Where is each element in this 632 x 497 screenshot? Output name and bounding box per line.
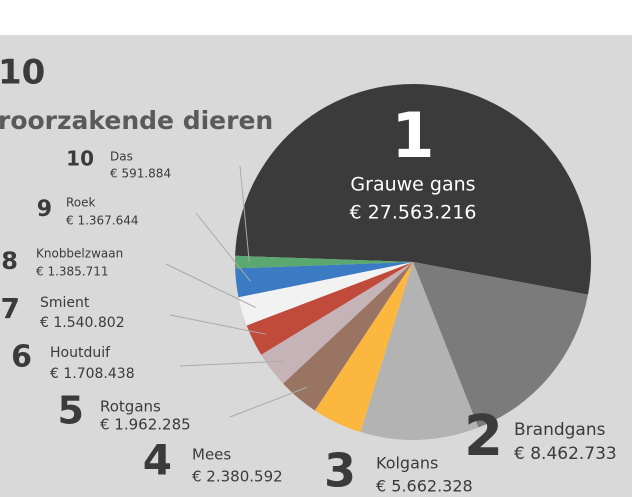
leader-line — [229, 386, 308, 418]
category-name: Kolgans — [376, 454, 438, 473]
rank-number: 4 — [143, 436, 172, 485]
category-name: Rotgans — [100, 398, 161, 416]
rank-number: 2 — [464, 404, 503, 469]
value-label: € 27.563.216 — [350, 202, 477, 224]
leader-line — [179, 360, 283, 367]
pie-slice — [235, 262, 413, 298]
value-label: € 1.708.438 — [50, 366, 135, 382]
value-label: € 2.380.592 — [192, 468, 283, 486]
value-label: € 1.540.802 — [40, 315, 125, 331]
value-label: € 1.962.285 — [100, 416, 191, 434]
pie-slice — [246, 262, 413, 355]
leader-line — [165, 263, 256, 308]
category-name: Mees — [192, 446, 231, 464]
rank-number: 7 — [1, 292, 20, 325]
rank-number: 3 — [324, 444, 356, 497]
rank-number: 9 — [37, 197, 52, 222]
pie-slice — [235, 84, 592, 295]
value-label: € 1.385.711 — [36, 265, 109, 279]
rank-number: 5 — [58, 389, 84, 433]
pie-slice — [261, 262, 413, 384]
pie-slice — [238, 262, 413, 326]
rank-number: 6 — [11, 340, 32, 375]
category-name: Das — [110, 150, 133, 164]
value-label: € 5.662.328 — [376, 477, 473, 496]
pie-slice — [314, 262, 413, 433]
category-name: Brandgans — [514, 420, 606, 440]
pie-slice — [235, 255, 413, 269]
category-name: Grauwe gans — [350, 174, 475, 196]
rank-number: 8 — [1, 247, 18, 275]
rank-number: 10 — [66, 147, 94, 171]
pie-slice — [360, 262, 479, 440]
leader-line — [239, 165, 250, 263]
value-label: € 8.462.733 — [514, 444, 617, 464]
category-name: Knobbelzwaan — [36, 247, 123, 261]
category-name: Houtduif — [50, 345, 111, 361]
leader-line — [169, 314, 267, 335]
title: 10 — [0, 53, 45, 93]
pie-slice — [413, 262, 588, 428]
pie — [235, 84, 592, 440]
category-name: Roek — [66, 196, 96, 210]
category-name: Smient — [40, 295, 90, 311]
leader-line — [195, 212, 251, 282]
value-label: € 591.884 — [110, 167, 171, 181]
pie-slice — [283, 262, 413, 411]
rank-number: 1 — [391, 99, 434, 172]
subtitle: roorzakende dieren — [0, 106, 273, 135]
value-label: € 1.367.644 — [66, 214, 139, 228]
